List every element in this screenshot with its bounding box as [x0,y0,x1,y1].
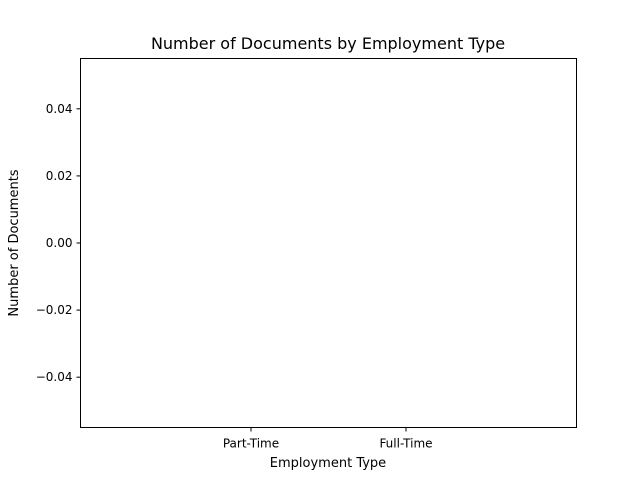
plot-area-frame [80,58,577,428]
y-tick-label: 0.04 [46,102,73,116]
y-tick-label: −0.02 [36,303,73,317]
y-tick-label: −0.04 [36,370,73,384]
y-axis-label: Number of Documents [7,169,22,316]
y-tick-label: 0.00 [46,236,73,250]
x-axis-label: Employment Type [270,456,386,471]
y-tick-label: 0.02 [46,169,73,183]
x-tick-label: Part-Time [223,437,279,451]
x-axis-ticks: Part-Time Full-Time [223,427,433,451]
x-tick-label: Full-Time [379,437,432,451]
chart-title: Number of Documents by Employment Type [151,34,505,53]
y-axis-ticks: −0.04 −0.02 0.00 0.02 0.04 [36,102,81,384]
